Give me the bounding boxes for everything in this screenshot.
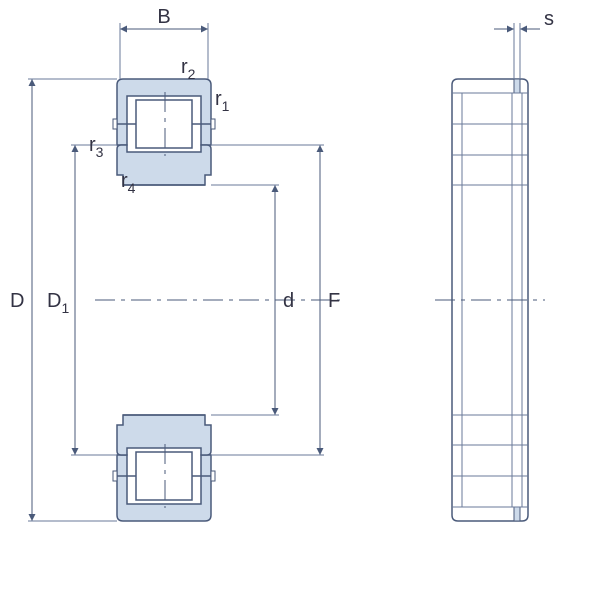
label-d: d: [283, 290, 294, 312]
side-view: [435, 79, 545, 521]
label-D: D: [10, 290, 24, 312]
label-s: s: [544, 8, 554, 30]
label-B: B: [157, 6, 170, 28]
label-F: F: [328, 290, 340, 312]
bearing-diagram: DD1dFBsr1r2r3r4: [0, 0, 600, 600]
